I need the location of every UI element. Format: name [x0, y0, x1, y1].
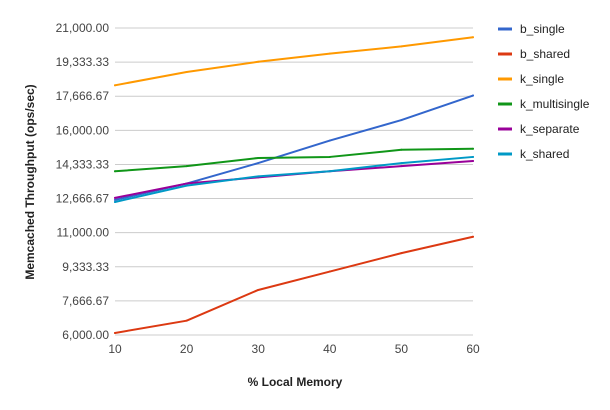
legend-item-b_shared: b_shared	[498, 47, 570, 61]
data-point-k_shared	[328, 170, 331, 173]
x-tick-label: 10	[108, 342, 122, 356]
series-line-k_single	[114, 36, 474, 87]
data-point-b_shared	[257, 288, 260, 291]
legend-label: k_separate	[520, 122, 580, 136]
legend-label: b_shared	[520, 47, 570, 61]
data-point-b_shared	[114, 331, 116, 334]
data-point-k_separate	[185, 182, 188, 185]
legend-item-b_single: b_single	[498, 22, 565, 36]
legend-label: k_multisingle	[520, 97, 590, 111]
series-lines	[114, 36, 474, 334]
y-tick-label: 21,000.00	[56, 21, 110, 35]
data-point-k_single	[114, 84, 116, 87]
data-point-b_single	[400, 119, 403, 122]
legend-item-k_shared: k_shared	[498, 147, 569, 161]
series-line-b_single	[114, 94, 474, 201]
legend-item-k_multisingle: k_multisingle	[498, 97, 590, 111]
data-point-k_single	[185, 71, 188, 74]
legend: b_single b_shared k_single k_multisingle k_s…	[498, 22, 590, 161]
legend-label: b_single	[520, 22, 565, 36]
data-point-k_separate	[114, 196, 116, 199]
x-axis-ticks: 10 20 30 40 50 60	[108, 342, 480, 356]
gridlines	[115, 27, 473, 336]
data-point-k_shared	[114, 200, 116, 203]
data-point-k_single	[400, 45, 403, 48]
legend-item-k_separate: k_separate	[498, 122, 580, 136]
y-tick-label: 12,666.67	[56, 192, 110, 206]
legend-label: k_shared	[520, 147, 569, 161]
data-point-k_multisingle	[400, 148, 403, 151]
data-point-b_shared	[185, 319, 188, 322]
data-point-k_multisingle	[114, 170, 116, 173]
series-line-k_multisingle	[114, 147, 474, 173]
series-line-b_shared	[114, 235, 474, 334]
y-tick-label: 7,666.67	[62, 294, 109, 308]
data-point-k_shared	[185, 184, 188, 187]
x-axis-title: % Local Memory	[248, 375, 343, 389]
x-tick-label: 30	[252, 342, 266, 356]
y-tick-label: 16,000.00	[56, 123, 110, 137]
data-point-b_shared	[400, 252, 403, 255]
legend-label: k_single	[520, 72, 564, 86]
y-tick-label: 6,000.00	[62, 328, 109, 342]
data-point-k_multisingle	[185, 165, 188, 168]
legend-item-k_single: k_single	[498, 72, 564, 86]
y-axis-title: Memcached Throughput (ops/sec)	[23, 84, 37, 279]
data-point-b_single	[328, 139, 331, 142]
x-tick-label: 20	[180, 342, 194, 356]
data-point-k_shared	[472, 155, 474, 158]
data-point-k_single	[472, 36, 474, 39]
y-tick-label: 17,666.67	[56, 89, 110, 103]
data-point-k_separate	[472, 160, 474, 163]
data-point-k_shared	[400, 162, 403, 165]
data-point-k_multisingle	[257, 156, 260, 159]
x-tick-label: 50	[395, 342, 409, 356]
data-point-k_separate	[400, 165, 403, 168]
data-point-b_shared	[472, 235, 474, 238]
y-tick-label: 14,333.33	[56, 157, 110, 171]
y-tick-label: 19,333.33	[56, 55, 110, 69]
y-tick-label: 11,000.00	[57, 226, 110, 240]
x-tick-label: 40	[323, 342, 337, 356]
data-point-k_shared	[257, 175, 260, 178]
data-point-k_multisingle	[328, 155, 331, 158]
y-tick-label: 9,333.33	[62, 260, 109, 274]
data-point-b_single	[472, 94, 474, 97]
data-point-k_single	[257, 60, 260, 63]
x-tick-label: 60	[466, 342, 480, 356]
data-point-b_single	[257, 162, 260, 165]
data-point-b_single	[114, 198, 116, 201]
series-line-k_shared	[114, 155, 474, 203]
data-point-k_single	[328, 52, 331, 55]
data-point-k_multisingle	[472, 147, 474, 150]
data-point-b_shared	[328, 270, 331, 273]
y-axis-ticks: 6,000.00 7,666.67 9,333.33 11,000.00 12,666.…	[56, 21, 110, 342]
